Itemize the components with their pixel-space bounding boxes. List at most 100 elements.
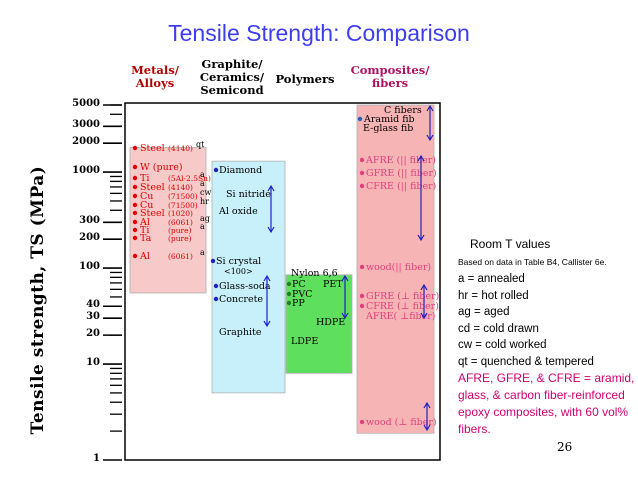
legend-panel: Room T values Based on data in Table B4,… — [458, 236, 638, 438]
ceramic-marker — [210, 258, 216, 264]
composite-label: GFRE (⊥ fiber) — [366, 291, 439, 302]
metal-marker — [132, 219, 138, 225]
metal-suffix: a — [200, 222, 205, 231]
metal-note: (pure) — [168, 226, 192, 235]
chart-title: Tensile Strength: Comparison — [168, 20, 470, 46]
legend-source: Based on data in Table B4, Callister 6e. — [458, 256, 607, 267]
legend-note: AFRE, GFRE, & CFRE = aramid, glass, & ca… — [458, 371, 635, 436]
composite-range-arrow-mid-head-bottom — [417, 234, 425, 242]
polymer-label: Nylon 6,6 — [291, 268, 338, 279]
metal-note: (71500) — [168, 201, 198, 210]
metal-note: (6061) — [168, 252, 193, 261]
polymer-range-arrow-head-bottom — [341, 312, 349, 320]
y-tick-label: 1 — [93, 453, 100, 464]
composite-range-arrow-top-head-top — [426, 104, 434, 112]
legend-item-cold-worked: cw = cold worked — [458, 339, 547, 351]
metal-note: (4140) — [168, 183, 193, 192]
category-header-polymers: Polymers — [275, 72, 335, 86]
ceramic-range-arrow-2-head-top — [263, 274, 271, 282]
composite-marker — [359, 170, 365, 176]
y-tick-label: 3000 — [72, 119, 100, 131]
composite-label: AFRE (|| fiber) — [365, 155, 436, 166]
composite-range-arrow-low-head-top — [420, 283, 428, 291]
plot-frame — [124, 102, 441, 461]
y-tick-label: 30 — [86, 311, 100, 323]
y-tick-label: 10 — [86, 357, 100, 369]
polymer-label: PC — [292, 279, 306, 290]
metal-suffix: a — [200, 248, 205, 257]
composite-label: E-glass fib — [363, 123, 413, 134]
polymer-label: PVC — [292, 289, 313, 300]
polymer-marker — [286, 291, 292, 297]
metal-label: Al — [139, 217, 150, 228]
metal-marker — [132, 202, 138, 208]
metal-label: Cu — [140, 200, 153, 211]
polymer-label: HDPE — [316, 317, 345, 328]
legend-item-annealed: a = annealed — [458, 273, 525, 285]
metal-label: Al — [139, 251, 150, 262]
ceramic-range-arrow-head-top — [267, 184, 275, 192]
ceramic-label: Si crystal — [216, 256, 261, 267]
metal-marker — [132, 235, 138, 241]
metal-suffix: qt — [196, 140, 205, 149]
metal-label: Steel — [140, 208, 165, 219]
composite-range-arrow-bottom-head-top — [423, 401, 431, 409]
metal-label: Cu — [140, 191, 153, 202]
composite-range-arrow-top-head-bottom — [426, 134, 434, 142]
metal-label: W (pure) — [140, 162, 183, 173]
y-tick-label: 100 — [79, 261, 100, 273]
metal-marker — [132, 164, 138, 170]
metal-marker — [132, 227, 138, 233]
polymer-marker — [286, 300, 292, 306]
metal-marker — [132, 193, 138, 199]
composite-label: CFRE (⊥ fiber) — [366, 301, 439, 312]
composite-label: C fibers — [384, 105, 422, 116]
composite-marker — [359, 157, 365, 163]
metal-marker — [132, 184, 138, 190]
polymer-label: PP — [292, 298, 305, 309]
ceramic-sublabel: <100> — [224, 267, 253, 276]
metal-suffix: a — [200, 179, 205, 188]
range-box-2 — [285, 274, 353, 374]
ceramic-marker — [213, 296, 219, 302]
legend-item-quenched: qt = quenched & tempered — [458, 355, 594, 368]
composite-range-arrow-low-head-bottom — [420, 312, 428, 320]
range-box-1 — [211, 160, 286, 394]
metal-label: Ti — [140, 225, 149, 236]
ceramic-marker — [213, 283, 219, 289]
metal-suffix: a — [200, 170, 205, 179]
y-tick-label: 1000 — [72, 165, 100, 177]
y-tick-label: 40 — [86, 299, 100, 311]
legend-item-hot-rolled: hr = hot rolled — [458, 289, 529, 302]
ceramic-label: Glass-soda — [219, 281, 271, 292]
category-header-metals: Metals/ Alloys — [131, 63, 179, 90]
metal-note: (pure) — [168, 234, 192, 243]
ceramic-range-arrow-head-bottom — [267, 226, 275, 234]
metal-suffix: hr — [200, 197, 209, 206]
composite-marker — [359, 293, 365, 299]
composite-label: Aramid fib — [363, 114, 415, 125]
metal-note: (71500) — [168, 192, 198, 201]
metal-note: (4140) — [168, 144, 193, 153]
metal-label: Ta — [140, 233, 152, 244]
metal-suffix: cw — [200, 188, 211, 197]
y-tick-label: 5000 — [72, 98, 100, 109]
polymer-range-arrow-head-top — [341, 274, 349, 282]
y-tick-label: 300 — [79, 215, 100, 227]
page-number: 26 — [557, 440, 573, 454]
range-box-0 — [129, 147, 207, 294]
ceramic-label: Si nitride — [226, 189, 271, 200]
composite-label: wood (⊥ fiber) — [366, 417, 437, 428]
legend-item-cold-drawn: cd = cold drawn — [458, 322, 539, 335]
metal-marker — [132, 253, 138, 259]
metal-label: Ti — [140, 173, 149, 184]
composite-label: GFRE (|| fiber) — [366, 168, 437, 179]
y-tick-label: 20 — [86, 328, 100, 340]
composite-marker — [359, 419, 365, 425]
y-tick-label: 2000 — [72, 136, 100, 148]
y-tick-label: 200 — [79, 232, 100, 244]
composite-label: CFRE (|| fiber) — [366, 181, 436, 192]
metal-label: Steel — [140, 182, 165, 193]
composite-range-arrow-mid-head-top — [417, 154, 425, 162]
